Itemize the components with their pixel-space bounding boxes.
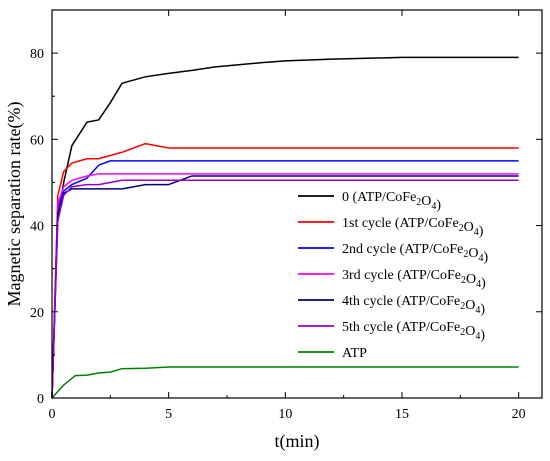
legend-label-2nd-cycle-atp-cofe2o4: 2nd cycle (ATP/CoFe2O4)	[342, 242, 488, 265]
y-tick-label: 20	[30, 306, 44, 321]
series-line-3rd-cycle-atp-cofe2o4	[51, 173, 519, 399]
series-line-1st-cycle-atp-cofe2o4	[51, 142, 519, 399]
x-tick-label: 0	[49, 407, 56, 422]
series-line-0-atp-cofe2o4	[51, 56, 519, 399]
series-line-atp	[51, 366, 519, 399]
x-tick-label: 20	[512, 407, 526, 422]
y-tick-label: 40	[30, 220, 44, 235]
legend: 0 (ATP/CoFe2O4) 1st cycle (ATP/CoFe2O4) 2n…	[298, 190, 488, 361]
y-tick-label: 80	[30, 47, 44, 62]
y-axis-ticks: 0 20 40 60 80	[30, 47, 542, 407]
legend-label-5th-cycle-atp-cofe2o4: 5th cycle (ATP/CoFe2O4)	[342, 320, 485, 343]
plot-frame	[51, 9, 543, 399]
plot-lines	[51, 56, 519, 399]
x-tick-label: 5	[165, 407, 172, 422]
x-tick-label: 10	[278, 407, 292, 422]
legend-label-atp: ATP	[342, 346, 367, 361]
y-tick-label: 60	[30, 133, 44, 148]
y-tick-label: 0	[37, 392, 44, 407]
legend-label-4th-cycle-atp-cofe2o4: 4th cycle (ATP/CoFe2O4)	[342, 294, 485, 317]
series-line-5th-cycle-atp-cofe2o4	[51, 179, 519, 399]
legend-label-0-atp-cofe2o4: 0 (ATP/CoFe2O4)	[342, 190, 441, 213]
y-axis-title: Magnetic separation rate(%)	[4, 102, 25, 307]
series-line-4th-cycle-atp-cofe2o4	[51, 175, 519, 399]
x-axis-title: t(min)	[275, 431, 320, 452]
x-axis-ticks: 0 5 10 15 20	[49, 10, 526, 422]
legend-label-1st-cycle-atp-cofe2o4: 1st cycle (ATP/CoFe2O4)	[342, 216, 484, 239]
x-tick-label: 15	[395, 407, 409, 422]
legend-label-3rd-cycle-atp-cofe2o4: 3rd cycle (ATP/CoFe2O4)	[342, 268, 486, 291]
